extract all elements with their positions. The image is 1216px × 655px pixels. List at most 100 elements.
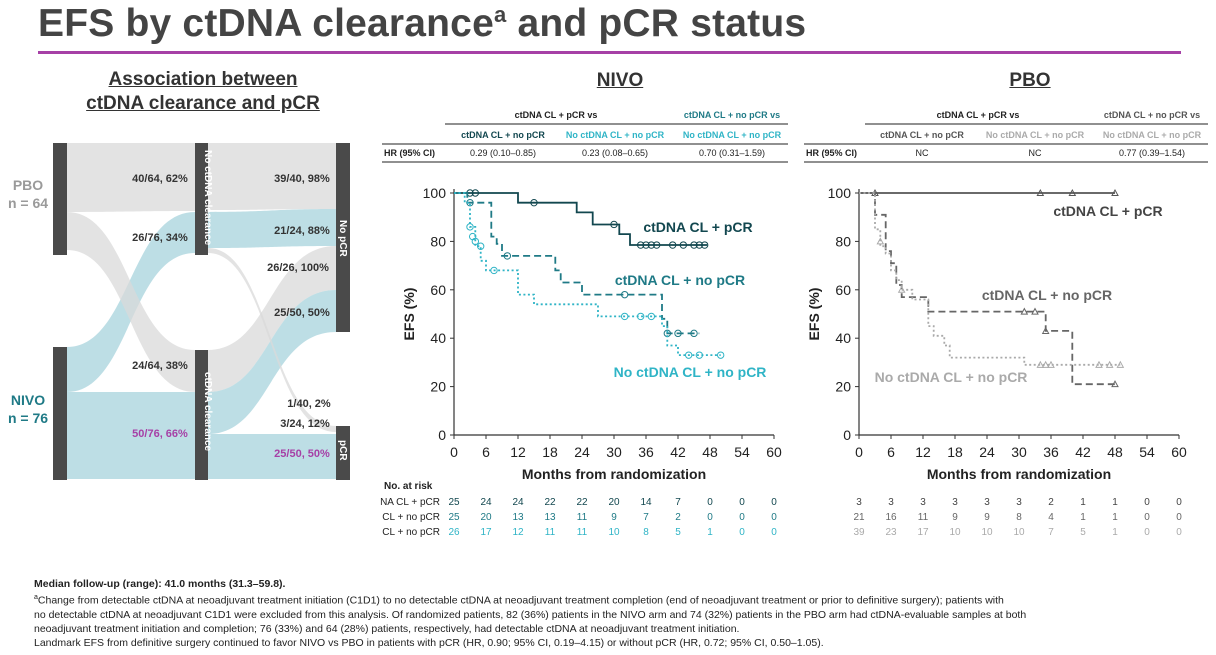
at-risk-count: 11 xyxy=(577,512,588,523)
at-risk-count: 0 xyxy=(739,497,745,508)
curve-label: No ctDNA CL + no pCR xyxy=(614,364,767,380)
censor-mark xyxy=(471,189,480,197)
node-pbo xyxy=(53,143,67,255)
x-tick-label: 60 xyxy=(1171,444,1187,460)
at-risk-count: 2 xyxy=(675,512,681,523)
at-risk-count: 0 xyxy=(771,497,777,508)
pbo-label: PBO xyxy=(13,177,43,193)
at-risk-count: 0 xyxy=(771,527,777,538)
x-tick-label: 12 xyxy=(510,444,526,460)
flow-nivo-clearance xyxy=(67,392,195,479)
at-risk-count: 26 xyxy=(448,527,460,538)
y-tick-label: 40 xyxy=(835,330,851,346)
at-risk-count: 1 xyxy=(1080,497,1086,508)
at-risk-count: 8 xyxy=(1016,512,1022,523)
flow-label: 26/76, 34% xyxy=(132,232,188,244)
at-risk-count: 24 xyxy=(480,497,492,508)
hr-row-label: HR (95% CI) xyxy=(384,148,435,158)
censor-mark xyxy=(716,351,725,359)
at-risk-count: 9 xyxy=(984,512,990,523)
pbo-hr-table: ctDNA CL + pCR vs ctDNA CL + no pCR vs c… xyxy=(804,110,1208,163)
at-risk-count: 3 xyxy=(888,497,894,508)
x-tick-label: 18 xyxy=(542,444,558,460)
flow-pbo-clearance xyxy=(67,212,195,392)
at-risk-count: 20 xyxy=(608,497,620,508)
y-tick-label: 100 xyxy=(423,185,447,201)
at-risk-count: 0 xyxy=(1176,527,1182,538)
nivo-hr-table: ctDNA CL + pCR vs ctDNA CL + no pCR vs c… xyxy=(382,110,788,163)
at-risk-count: 13 xyxy=(512,512,524,523)
at-risk-count: 25 xyxy=(448,512,460,523)
censor-mark xyxy=(620,312,629,321)
hr-col-header: No ctDNA CL + no pCR xyxy=(986,130,1085,140)
x-tick-label: 54 xyxy=(734,444,750,460)
footnote-a-cont: no detectable ctDNA at neoadjuvant C1D1 … xyxy=(34,608,1027,621)
hr-value: 0.70 (0.31–1.59) xyxy=(699,148,765,158)
node-no-clearance xyxy=(195,143,208,255)
node-nivo xyxy=(53,347,67,480)
flow-label: 40/64, 62% xyxy=(132,173,188,185)
at-risk-count: 22 xyxy=(576,497,588,508)
at-risk-count: 10 xyxy=(981,527,993,538)
flow-pbo-no-clearance xyxy=(67,143,195,212)
censor-mark xyxy=(1041,360,1050,368)
censor-mark xyxy=(1116,360,1125,368)
censor-mark xyxy=(695,351,704,359)
x-tick-label: 30 xyxy=(606,444,622,460)
y-tick-label: 0 xyxy=(843,427,851,443)
y-axis-label: EFS (%) xyxy=(401,288,417,341)
x-tick-label: 60 xyxy=(766,444,782,460)
at-risk-count: 24 xyxy=(512,497,524,508)
censor-mark xyxy=(695,241,704,249)
censor-mark xyxy=(897,285,906,293)
curve-label: ctDNA CL + pCR xyxy=(1053,203,1162,219)
x-tick-label: 36 xyxy=(1043,444,1059,460)
x-tick-label: 30 xyxy=(1011,444,1027,460)
at-risk-count: 8 xyxy=(643,527,649,538)
censor-mark xyxy=(679,241,688,249)
hr-group-header: ctDNA CL + pCR vs xyxy=(515,110,598,120)
censor-mark xyxy=(652,241,661,249)
y-tick-label: 80 xyxy=(835,233,851,249)
x-axis-label: Months from randomization xyxy=(927,466,1111,482)
censor-mark xyxy=(876,237,885,245)
at-risk-count: 20 xyxy=(480,512,492,523)
at-risk-count: 1 xyxy=(1112,512,1118,523)
km-curve-dashed xyxy=(454,192,700,335)
x-tick-label: 48 xyxy=(702,444,718,460)
page-title: EFS by ctDNA clearancea and pCR status xyxy=(38,2,807,45)
x-tick-label: 24 xyxy=(574,444,590,460)
censor-mark xyxy=(503,252,512,260)
at-risk-count: 12 xyxy=(512,527,524,538)
censor-mark xyxy=(690,329,698,338)
censor-mark xyxy=(1036,188,1045,196)
pbo-n: n = 64 xyxy=(8,195,48,211)
censor-mark xyxy=(647,241,656,249)
at-risk-count: 0 xyxy=(707,512,713,523)
x-tick-label: 42 xyxy=(670,444,686,460)
y-tick-label: 0 xyxy=(438,427,446,443)
at-risk-count: 23 xyxy=(885,527,897,538)
at-risk-count: 0 xyxy=(1144,527,1150,538)
censor-mark xyxy=(620,290,629,299)
node-pcr-label: pCR xyxy=(337,440,348,461)
at-risk-count: 17 xyxy=(480,527,492,538)
censor-mark xyxy=(668,241,677,249)
x-tick-label: 6 xyxy=(887,444,895,460)
censor-mark xyxy=(1105,360,1114,368)
censor-mark xyxy=(1020,307,1029,315)
censor-mark xyxy=(700,241,709,249)
hr-col-header: No ctDNA CL + no pCR xyxy=(1103,130,1202,140)
pbo-heading: PBO xyxy=(1009,70,1051,91)
at-risk-count: 13 xyxy=(544,512,556,523)
at-risk-heading: No. at risk xyxy=(384,481,433,492)
at-risk-count: 1 xyxy=(1112,527,1118,538)
at-risk-count: 0 xyxy=(1144,497,1150,508)
at-risk-count: 39 xyxy=(853,527,865,538)
censor-mark xyxy=(1111,380,1119,388)
at-risk-count: 5 xyxy=(1080,527,1086,538)
at-risk-count: 11 xyxy=(577,527,588,538)
censor-mark xyxy=(1036,360,1045,368)
censor-mark xyxy=(642,241,650,249)
nivo-heading: NIVO xyxy=(596,70,644,91)
